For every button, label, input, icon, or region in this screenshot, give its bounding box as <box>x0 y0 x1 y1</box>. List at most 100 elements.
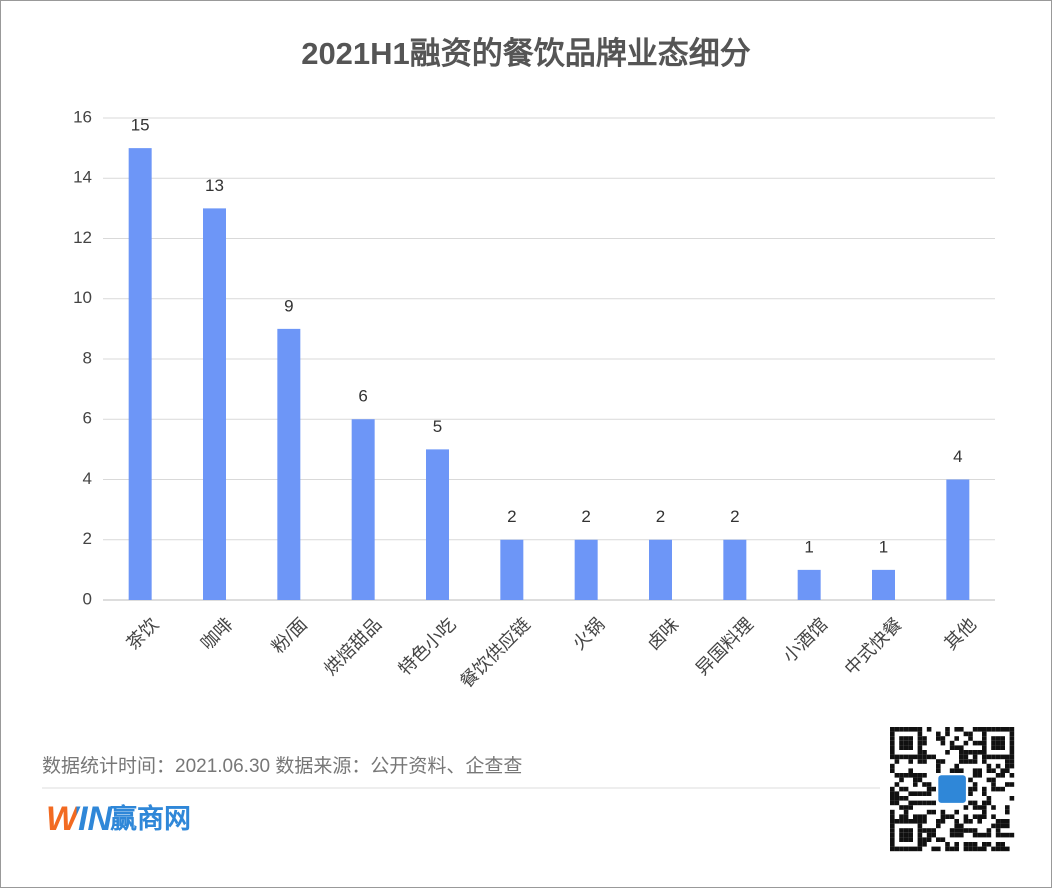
qr-module <box>963 750 969 755</box>
qr-module <box>963 819 969 824</box>
bar <box>946 479 970 600</box>
qr-module <box>1005 846 1010 852</box>
qr-module <box>972 842 978 847</box>
qr-module <box>995 842 1001 847</box>
qr-module <box>968 846 973 852</box>
qr-module <box>949 828 955 833</box>
qr-module <box>991 823 996 829</box>
qr-module <box>1005 763 1010 769</box>
qr-module <box>908 800 913 806</box>
qr-module <box>908 819 913 824</box>
qr-module <box>917 750 923 755</box>
qr-module <box>908 745 913 750</box>
qr-module <box>890 823 895 829</box>
qr-module <box>913 777 918 783</box>
qr-module <box>908 727 913 732</box>
qr-module <box>922 842 927 847</box>
qr-module <box>890 800 895 806</box>
qr-module <box>972 800 978 806</box>
qr-module <box>995 745 1001 750</box>
value-label: 6 <box>358 387 367 406</box>
qr-module <box>995 773 1001 778</box>
qr-module <box>949 846 955 852</box>
qr-module <box>922 828 927 833</box>
qr-module <box>899 727 904 732</box>
qr-module <box>972 846 978 852</box>
qr-module <box>899 828 904 833</box>
qr-module <box>936 819 941 824</box>
qr-module <box>982 727 987 732</box>
qr-module <box>968 842 973 847</box>
qr-module <box>945 846 950 852</box>
qr-module <box>890 832 895 838</box>
qr-module <box>991 805 996 810</box>
qr-module <box>977 805 982 810</box>
qr-module <box>913 727 918 732</box>
qr-module <box>1009 740 1015 746</box>
value-label: 2 <box>730 507 739 526</box>
qr-module <box>954 828 959 833</box>
qr-module <box>968 759 973 764</box>
qr-module <box>991 786 996 792</box>
qr-module <box>903 837 909 842</box>
qr-module <box>931 809 936 815</box>
qr-module <box>982 731 987 737</box>
qr-module <box>917 823 923 829</box>
qr-module <box>894 727 900 732</box>
qr-module <box>913 819 918 824</box>
value-label: 2 <box>507 507 516 526</box>
qr-module <box>922 814 927 819</box>
qr-module <box>1000 786 1005 792</box>
qr-module <box>995 823 1001 829</box>
qr-module <box>890 814 895 819</box>
qr-module <box>1005 832 1010 838</box>
qr-module <box>959 754 964 760</box>
qr-module <box>908 805 913 810</box>
value-label: 2 <box>581 507 590 526</box>
qr-module <box>972 754 978 760</box>
qr-module <box>959 759 964 764</box>
qr-module <box>917 745 923 750</box>
qr-module <box>899 736 904 741</box>
qr-module <box>986 796 992 801</box>
qr-module <box>908 759 913 764</box>
qr-module <box>972 814 978 819</box>
qr-module <box>890 763 895 769</box>
qr-module <box>1000 846 1005 852</box>
qr-module <box>903 727 909 732</box>
qr-module <box>903 773 909 778</box>
qr-module <box>991 777 996 783</box>
qr-module <box>986 763 992 769</box>
qr-module <box>931 828 936 833</box>
bar <box>723 539 747 600</box>
qr-module <box>917 773 923 778</box>
qr-module <box>913 800 918 806</box>
qr-module <box>1000 727 1005 732</box>
qr-module <box>982 754 987 760</box>
qr-module <box>890 750 895 755</box>
qr-module <box>940 814 946 819</box>
qr-module <box>917 828 923 833</box>
bar <box>500 539 524 600</box>
qr-module <box>1000 745 1005 750</box>
qr-module <box>917 800 923 806</box>
qr-module <box>959 823 964 829</box>
bar <box>574 539 598 600</box>
qr-module <box>986 727 992 732</box>
qr-module <box>1009 736 1015 741</box>
qr-module <box>936 768 941 773</box>
qr-module <box>890 846 895 852</box>
qr-module <box>986 800 992 806</box>
value-label: 5 <box>433 417 442 436</box>
qr-module <box>968 786 973 792</box>
qr-module <box>894 791 900 796</box>
qr-module <box>890 731 895 737</box>
qr-module <box>890 727 895 732</box>
bar <box>128 148 152 600</box>
logo-text: 赢商网 <box>110 803 191 834</box>
qr-module <box>982 736 987 741</box>
qr-module <box>926 727 932 732</box>
qr-module <box>899 777 904 783</box>
qr-module <box>922 791 927 796</box>
